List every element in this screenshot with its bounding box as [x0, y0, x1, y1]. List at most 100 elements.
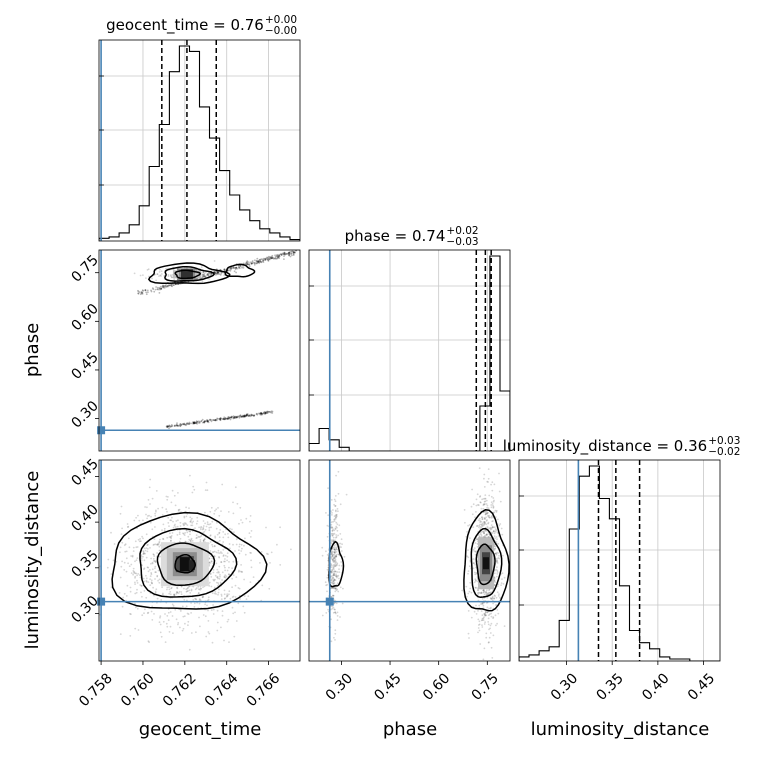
- luminosity-distance-vs-phase-sample: [332, 536, 335, 539]
- luminosity-distance-vs-geocent-time-sample: [202, 539, 205, 542]
- phase-vs-geocent-time-sample: [264, 411, 267, 414]
- luminosity-distance-vs-geocent-time-sample: [182, 523, 185, 525]
- luminosity-distance-vs-geocent-time-sample: [178, 590, 181, 593]
- luminosity-distance-vs-geocent-time-sample: [110, 573, 113, 575]
- phase-vs-geocent-time-contour: [174, 269, 202, 280]
- luminosity-distance-vs-geocent-time-sample: [190, 632, 193, 634]
- luminosity-distance-vs-geocent-time-sample: [189, 592, 192, 594]
- luminosity-distance-vs-geocent-time-sample: [150, 581, 153, 584]
- phase-vs-geocent-time-sample: [238, 415, 241, 417]
- phase-vs-geocent-time-sample: [178, 424, 181, 427]
- luminosity-distance-vs-geocent-time-sample: [161, 593, 164, 596]
- luminosity-distance-vs-phase-sample: [482, 617, 485, 620]
- phase-vs-geocent-time-sample: [241, 415, 244, 418]
- luminosity-distance-vs-phase-sample: [339, 542, 342, 545]
- luminosity-distance-vs-geocent-time-sample: [211, 592, 214, 594]
- luminosity-distance-vs-geocent-time-sample: [192, 485, 195, 488]
- phase-vs-geocent-time-sample: [203, 420, 206, 423]
- luminosity-distance-vs-phase-sample: [480, 592, 483, 594]
- luminosity-distance-vs-phase-sample: [487, 507, 490, 509]
- luminosity-distance-vs-phase-sample: [489, 597, 492, 599]
- phase-vs-geocent-time-sample: [146, 289, 149, 292]
- phase-vs-geocent-time-sample: [158, 275, 160, 277]
- phase-vs-geocent-time-sample: [177, 424, 179, 427]
- luminosity-distance-vs-geocent-time-sample: [231, 606, 234, 609]
- luminosity-distance-vs-phase-sample: [496, 569, 499, 572]
- luminosity-distance-vs-geocent-time-sample: [120, 505, 123, 508]
- luminosity-distance-vs-geocent-time-sample: [165, 508, 168, 511]
- luminosity-distance-vs-geocent-time-sample: [216, 629, 219, 632]
- phase-vs-geocent-time-sample: [155, 286, 158, 288]
- luminosity-distance-vs-geocent-time-sample: [226, 569, 229, 572]
- phase-vs-geocent-time-sample: [205, 271, 207, 274]
- luminosity-distance-vs-phase-sample: [479, 643, 482, 645]
- luminosity-distance-vs-geocent-time-sample: [176, 587, 179, 590]
- luminosity-distance-vs-geocent-time-sample: [212, 551, 215, 553]
- luminosity-distance-vs-geocent-time-sample: [168, 588, 171, 591]
- luminosity-distance-vs-geocent-time-sample: [137, 514, 139, 517]
- luminosity-distance-vs-geocent-time-sample: [132, 546, 135, 549]
- luminosity-distance-vs-geocent-time-sample: [199, 588, 202, 591]
- luminosity-distance-vs-geocent-time-sample: [162, 592, 164, 595]
- phase-vs-geocent-time-sample: [235, 266, 238, 269]
- phase-vs-geocent-time-sample: [141, 291, 144, 294]
- phase-vs-geocent-time-truth-marker: [97, 426, 106, 435]
- luminosity-distance-vs-phase-sample: [486, 512, 489, 515]
- phase-vs-geocent-time-sample: [166, 285, 168, 287]
- luminosity-distance-vs-geocent-time-sample: [215, 593, 218, 595]
- phase-vs-geocent-time-sample: [238, 416, 241, 419]
- luminosity-distance-hist-title-minus: −0.02: [708, 446, 740, 458]
- luminosity-distance-vs-phase-sample: [341, 602, 344, 605]
- luminosity-distance-vs-phase-sample: [495, 624, 497, 627]
- luminosity-distance-vs-phase-sample: [498, 472, 500, 475]
- phase-vs-geocent-time-sample: [215, 419, 217, 421]
- phase-vs-geocent-time-sample: [246, 263, 249, 266]
- phase-vs-geocent-time-sample: [203, 421, 206, 424]
- luminosity-distance-vs-phase-sample: [482, 524, 485, 526]
- luminosity-distance-vs-phase-sample: [337, 470, 340, 473]
- phase-vs-geocent-time-sample: [241, 415, 244, 418]
- luminosity-distance-y-tick-label: 0.40: [69, 502, 102, 535]
- luminosity-distance-vs-phase-sample: [490, 516, 493, 519]
- luminosity-distance-vs-geocent-time-sample: [195, 522, 198, 525]
- luminosity-distance-vs-geocent-time-sample: [218, 565, 221, 568]
- luminosity-distance-vs-geocent-time-sample: [161, 529, 163, 532]
- phase-vs-geocent-time-sample: [243, 415, 245, 418]
- luminosity-distance-vs-phase-sample: [334, 500, 337, 503]
- luminosity-distance-vs-geocent-time-sample: [183, 598, 186, 601]
- phase-vs-geocent-time-sample: [219, 418, 222, 421]
- luminosity-distance-vs-phase-sample: [333, 579, 336, 582]
- luminosity-distance-vs-phase-sample: [468, 565, 471, 568]
- phase-vs-geocent-time-sample: [205, 419, 208, 422]
- phase-vs-geocent-time-sample: [229, 417, 231, 419]
- phase-vs-geocent-time-sample: [289, 255, 292, 258]
- luminosity-distance-vs-geocent-time-sample: [213, 545, 216, 548]
- phase-vs-geocent-time-sample: [147, 291, 149, 294]
- luminosity-distance-vs-geocent-time-sample: [216, 576, 219, 578]
- luminosity-distance-vs-phase-sample: [486, 504, 489, 507]
- phase-vs-geocent-time-sample: [193, 422, 196, 425]
- luminosity-distance-vs-geocent-time-sample: [198, 599, 201, 601]
- phase-vs-geocent-time-sample: [204, 275, 207, 278]
- luminosity-distance-vs-phase-sample: [486, 611, 489, 614]
- phase-vs-geocent-time-sample: [266, 257, 268, 260]
- phase-vs-geocent-time-sample: [162, 286, 165, 289]
- luminosity-distance-y-tick-label: 0.35: [69, 547, 102, 580]
- luminosity-distance-vs-phase-sample: [469, 587, 472, 590]
- luminosity-distance-vs-geocent-time-sample: [195, 587, 198, 590]
- phase-vs-geocent-time-sample: [278, 254, 280, 257]
- luminosity-distance-vs-geocent-time-sample: [185, 605, 188, 608]
- luminosity-distance-vs-geocent-time-sample: [176, 534, 179, 536]
- luminosity-distance-vs-phase-sample: [496, 585, 499, 587]
- luminosity-distance-vs-phase-sample: [335, 474, 337, 477]
- luminosity-distance-vs-geocent-time-sample: [142, 552, 145, 555]
- luminosity-distance-vs-geocent-time-sample: [134, 581, 136, 584]
- luminosity-distance-vs-geocent-time-sample: [268, 587, 271, 590]
- luminosity-distance-vs-geocent-time-sample: [184, 532, 187, 534]
- luminosity-distance-vs-geocent-time-sample: [232, 595, 235, 598]
- phase-vs-geocent-time-sample: [213, 260, 216, 262]
- luminosity-distance-vs-phase-sample: [484, 621, 486, 624]
- luminosity-distance-vs-phase-sample: [481, 614, 484, 617]
- luminosity-distance-vs-geocent-time-sample: [134, 540, 137, 543]
- luminosity-distance-vs-geocent-time-sample: [164, 641, 167, 643]
